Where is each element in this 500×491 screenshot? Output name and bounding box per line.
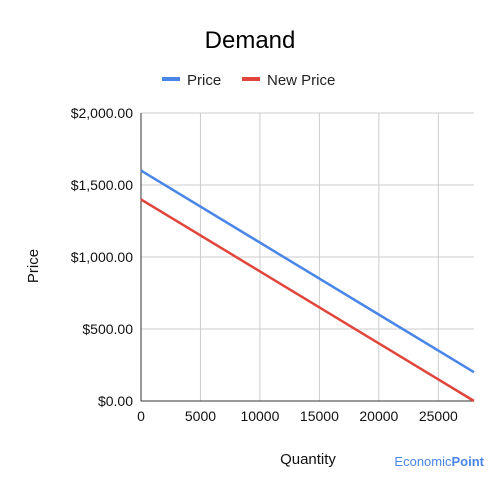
x-tick-label-3: 15000 bbox=[300, 408, 339, 424]
grid bbox=[141, 112, 474, 401]
legend-label-new-price: New Price bbox=[267, 72, 335, 89]
x-tick-label-0: 0 bbox=[137, 408, 145, 424]
y-tick-label-3: $1,500.00 bbox=[71, 177, 133, 193]
y-tick-label-2: $1,000.00 bbox=[71, 249, 133, 265]
x-tick-label-2: 10000 bbox=[240, 408, 279, 424]
x-axis-label: Quantity bbox=[280, 451, 336, 468]
x-tick-label-5: 25000 bbox=[419, 408, 458, 424]
legend-label-price: Price bbox=[187, 72, 221, 89]
y-tick-label-4: $2,000.00 bbox=[71, 105, 133, 121]
y-axis-label: Price bbox=[25, 249, 42, 283]
y-tick-label-1: $500.00 bbox=[82, 321, 133, 337]
x-tick-label-1: 5000 bbox=[185, 408, 216, 424]
axes bbox=[140, 113, 474, 402]
watermark-part-2: Point bbox=[451, 454, 485, 469]
series-line-price bbox=[140, 169, 475, 374]
y-tick-label-0: $0.00 bbox=[98, 393, 133, 409]
x-tick-label-4: 20000 bbox=[359, 408, 398, 424]
watermark: EconomicPoint bbox=[394, 454, 484, 469]
tick-labels: 0 5000 10000 15000 20000 25000 $0.00 $500.00 $1,… bbox=[71, 105, 458, 424]
legend: Price New Price bbox=[162, 72, 335, 89]
chart-title: Demand bbox=[205, 27, 296, 54]
series-line-new-price bbox=[140, 198, 475, 403]
watermark-part-1: Economic bbox=[394, 454, 452, 469]
series bbox=[140, 169, 475, 403]
